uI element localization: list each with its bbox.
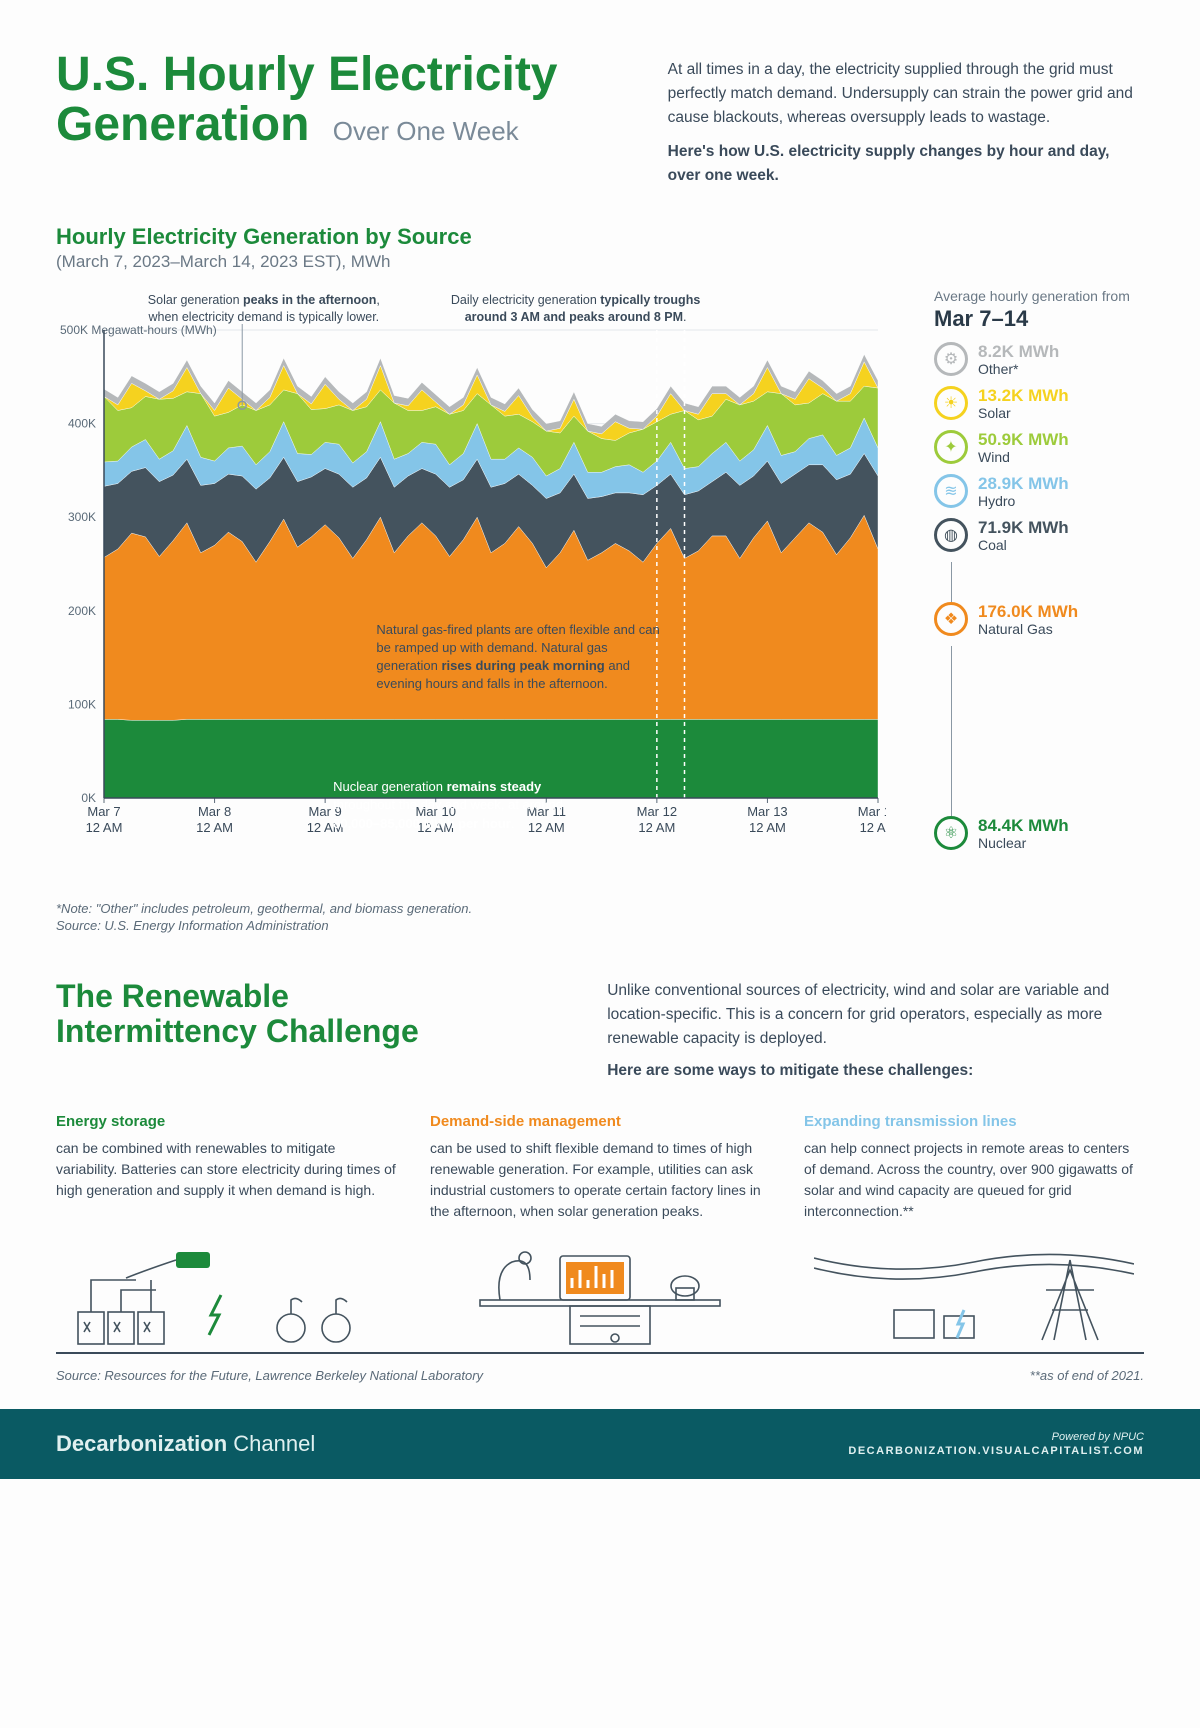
- sec2-desc-bold: Here are some ways to mitigate these cha…: [607, 1059, 1144, 1083]
- section-renewable-intermittency: The Renewable Intermittency Challenge Un…: [56, 979, 1144, 1383]
- sec2-source: Source: Resources for the Future, Lawren…: [56, 1368, 483, 1383]
- svg-text:200K: 200K: [68, 604, 96, 618]
- svg-text:0K: 0K: [81, 791, 96, 805]
- intro-para: At all times in a day, the electricity s…: [668, 58, 1144, 130]
- legend-text: 84.4K MWh Nuclear: [978, 816, 1069, 850]
- chart-top-annotation: Daily electricity generation typically t…: [446, 292, 706, 326]
- page-title: U.S. Hourly Electricity Generation Over …: [56, 50, 628, 151]
- legend-text: 71.9K MWh Coal: [978, 518, 1069, 552]
- mit-title: Expanding transmission lines: [804, 1111, 1144, 1134]
- illus-demand-side: [430, 1240, 770, 1350]
- section2-title: The Renewable Intermittency Challenge: [56, 979, 567, 1083]
- chart-body-annotation: Natural gas-fired plants are often flexi…: [376, 621, 666, 694]
- legend-item-wind: ✦ 50.9K MWh Wind: [934, 430, 1144, 464]
- legend-text: 8.2K MWh Other*: [978, 342, 1059, 376]
- svg-text:Mar 14: Mar 14: [858, 804, 886, 819]
- intro-bold: Here's how U.S. electricity supply chang…: [668, 140, 1144, 188]
- footer-powered: Powered by NPUC: [1052, 1431, 1144, 1443]
- section2-desc: Unlike conventional sources of electrici…: [607, 979, 1144, 1083]
- chart-note2: Source: U.S. Energy Information Administ…: [56, 918, 1144, 933]
- legend-item-nuclear: ⚛ 84.4K MWh Nuclear: [934, 816, 1144, 850]
- mit-title: Energy storage: [56, 1111, 396, 1134]
- svg-text:12 AM: 12 AM: [86, 820, 123, 835]
- legend-text: 50.9K MWh Wind: [978, 430, 1069, 464]
- brand-bold: Decarbonization: [56, 1431, 227, 1456]
- footer-brand: Decarbonization Channel: [56, 1431, 315, 1457]
- title-line1: U.S. Hourly Electricity: [56, 48, 558, 101]
- svg-text:12 AM: 12 AM: [638, 820, 675, 835]
- legend-text: 176.0K MWh Natural Gas: [978, 602, 1078, 636]
- footer-right: Powered by NPUC DECARBONIZATION.VISUALCA…: [848, 1431, 1144, 1457]
- mit-title: Demand-side management: [430, 1111, 770, 1134]
- illus-transmission: [804, 1240, 1144, 1350]
- chart-top-annotation: Solar generation peaks in the afternoon,…: [134, 292, 394, 326]
- stacked-area-chart: Solar generation peaks in the afternoon,…: [56, 282, 922, 887]
- legend-icon: ✦: [934, 430, 968, 464]
- mit-body: can be used to shift flexible demand to …: [430, 1138, 770, 1222]
- legend-avg-label: Average hourly generation from: [934, 288, 1144, 304]
- mitigation-col: Expanding transmission lines can help co…: [804, 1111, 1144, 1222]
- legend-icon: ◍: [934, 518, 968, 552]
- legend-icon: ≋: [934, 474, 968, 508]
- svg-text:12 AM: 12 AM: [860, 820, 886, 835]
- sec2-title-l2: Intermittency Challenge: [56, 1013, 419, 1049]
- chart-note1: *Note: "Other" includes petroleum, geoth…: [56, 901, 1144, 916]
- sec2-asof: **as of end of 2021.: [1030, 1368, 1144, 1383]
- mit-body: can be combined with renewables to mitig…: [56, 1138, 396, 1201]
- svg-text:300K: 300K: [68, 510, 96, 524]
- svg-text:12 AM: 12 AM: [196, 820, 233, 835]
- brand-thin: Channel: [227, 1431, 315, 1456]
- legend-item-natural-gas: ❖ 176.0K MWh Natural Gas: [934, 602, 1144, 636]
- chart-title: Hourly Electricity Generation by Source: [56, 224, 1144, 250]
- legend-text: 13.2K MWh Solar: [978, 386, 1069, 420]
- legend-item-hydro: ≋ 28.9K MWh Hydro: [934, 474, 1144, 508]
- legend-icon: ⚛: [934, 816, 968, 850]
- legend-item-coal: ◍ 71.9K MWh Coal: [934, 518, 1144, 552]
- svg-text:100K: 100K: [68, 697, 96, 711]
- svg-text:Mar 7: Mar 7: [87, 804, 120, 819]
- footer-url: DECARBONIZATION.VISUALCAPITALIST.COM: [848, 1445, 1144, 1457]
- mitigation-columns: Energy storage can be combined with rene…: [56, 1111, 1144, 1222]
- sec2-title-l1: The Renewable: [56, 978, 289, 1014]
- mitigation-col: Demand-side management can be used to sh…: [430, 1111, 770, 1222]
- legend-date-range: Mar 7–14: [934, 306, 1144, 332]
- legend-text: 28.9K MWh Hydro: [978, 474, 1069, 508]
- legend-icon: ⚙: [934, 342, 968, 376]
- chart-body-annotation: Nuclear generation remains steady throug…: [333, 778, 603, 833]
- legend-item-other: ⚙ 8.2K MWh Other*: [934, 342, 1144, 376]
- mitigation-col: Energy storage can be combined with rene…: [56, 1111, 396, 1222]
- illus-energy-storage: [56, 1240, 396, 1350]
- header: U.S. Hourly Electricity Generation Over …: [56, 50, 1144, 188]
- legend-item-solar: ☀ 13.2K MWh Solar: [934, 386, 1144, 420]
- legend: Average hourly generation from Mar 7–14 …: [934, 282, 1144, 887]
- svg-text:Mar 13: Mar 13: [747, 804, 787, 819]
- sec2-desc-p: Unlike conventional sources of electrici…: [607, 979, 1144, 1051]
- title-suffix: Over One Week: [333, 116, 519, 146]
- chart-section: Hourly Electricity Generation by Source …: [56, 224, 1144, 933]
- legend-icon: ❖: [934, 602, 968, 636]
- header-intro: At all times in a day, the electricity s…: [668, 50, 1144, 188]
- illustration-row: [56, 1240, 1144, 1354]
- legend-icon: ☀: [934, 386, 968, 420]
- svg-text:400K: 400K: [68, 417, 96, 431]
- svg-text:Mar 12: Mar 12: [637, 804, 677, 819]
- svg-text:12 AM: 12 AM: [749, 820, 786, 835]
- svg-text:Mar 8: Mar 8: [198, 804, 231, 819]
- chart-subtitle: (March 7, 2023–March 14, 2023 EST), MWh: [56, 252, 1144, 272]
- section2-sources: Source: Resources for the Future, Lawren…: [56, 1368, 1144, 1383]
- footer: Decarbonization Channel Powered by NPUC …: [0, 1409, 1200, 1479]
- title-line2: Generation: [56, 98, 309, 151]
- mit-body: can help connect projects in remote area…: [804, 1138, 1144, 1222]
